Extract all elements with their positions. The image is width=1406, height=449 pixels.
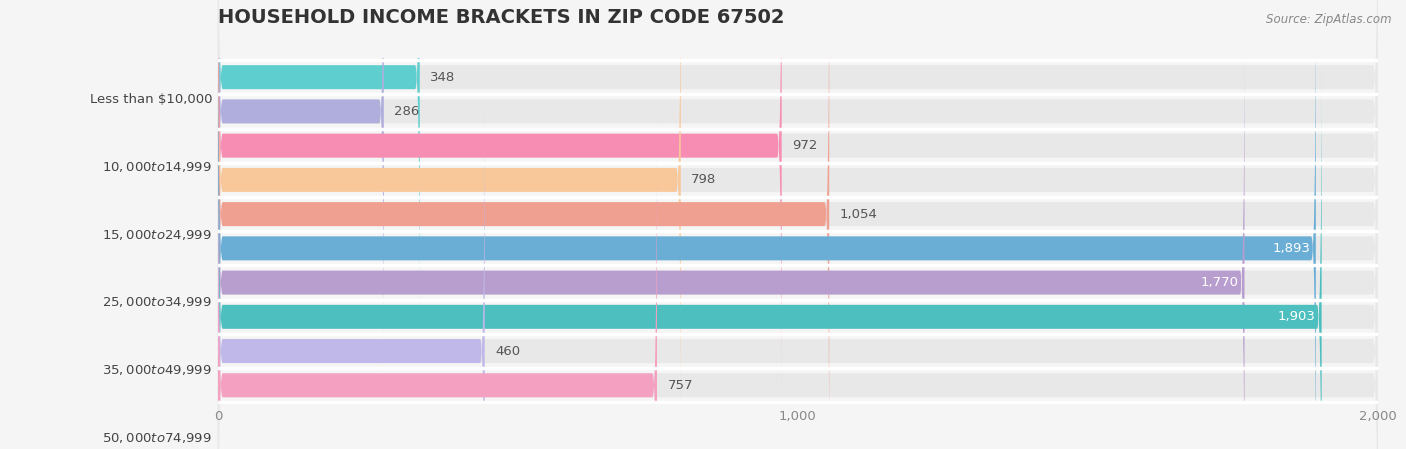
- FancyBboxPatch shape: [218, 0, 1378, 442]
- FancyBboxPatch shape: [218, 0, 1378, 449]
- Text: Less than $10,000: Less than $10,000: [90, 92, 212, 106]
- Text: 1,903: 1,903: [1278, 310, 1316, 323]
- FancyBboxPatch shape: [218, 89, 485, 449]
- Text: $50,000 to $74,999: $50,000 to $74,999: [103, 431, 212, 445]
- FancyBboxPatch shape: [218, 0, 1378, 339]
- Text: HOUSEHOLD INCOME BRACKETS IN ZIP CODE 67502: HOUSEHOLD INCOME BRACKETS IN ZIP CODE 67…: [218, 8, 785, 27]
- FancyBboxPatch shape: [218, 0, 1378, 373]
- FancyBboxPatch shape: [218, 21, 1378, 449]
- FancyBboxPatch shape: [218, 55, 1322, 449]
- FancyBboxPatch shape: [218, 0, 782, 408]
- FancyBboxPatch shape: [218, 0, 830, 449]
- FancyBboxPatch shape: [218, 0, 420, 339]
- Text: $10,000 to $14,999: $10,000 to $14,999: [103, 160, 212, 174]
- FancyBboxPatch shape: [218, 0, 681, 442]
- FancyBboxPatch shape: [218, 0, 1378, 449]
- Text: 972: 972: [792, 139, 817, 152]
- FancyBboxPatch shape: [218, 0, 1378, 408]
- Text: 1,893: 1,893: [1272, 242, 1310, 255]
- FancyBboxPatch shape: [218, 89, 1378, 449]
- Text: Source: ZipAtlas.com: Source: ZipAtlas.com: [1267, 13, 1392, 26]
- Text: 286: 286: [394, 105, 419, 118]
- FancyBboxPatch shape: [218, 0, 1316, 449]
- FancyBboxPatch shape: [218, 55, 1378, 449]
- Text: 1,770: 1,770: [1201, 276, 1239, 289]
- Text: 757: 757: [668, 379, 693, 392]
- FancyBboxPatch shape: [218, 123, 657, 449]
- Text: 348: 348: [430, 70, 456, 84]
- Text: $15,000 to $24,999: $15,000 to $24,999: [103, 228, 212, 242]
- Text: 460: 460: [495, 344, 520, 357]
- Text: $25,000 to $34,999: $25,000 to $34,999: [103, 295, 212, 309]
- Text: $35,000 to $49,999: $35,000 to $49,999: [103, 363, 212, 377]
- FancyBboxPatch shape: [218, 123, 1378, 449]
- FancyBboxPatch shape: [218, 21, 1244, 449]
- FancyBboxPatch shape: [218, 0, 384, 373]
- Text: 798: 798: [692, 173, 717, 186]
- Text: 1,054: 1,054: [839, 207, 877, 220]
